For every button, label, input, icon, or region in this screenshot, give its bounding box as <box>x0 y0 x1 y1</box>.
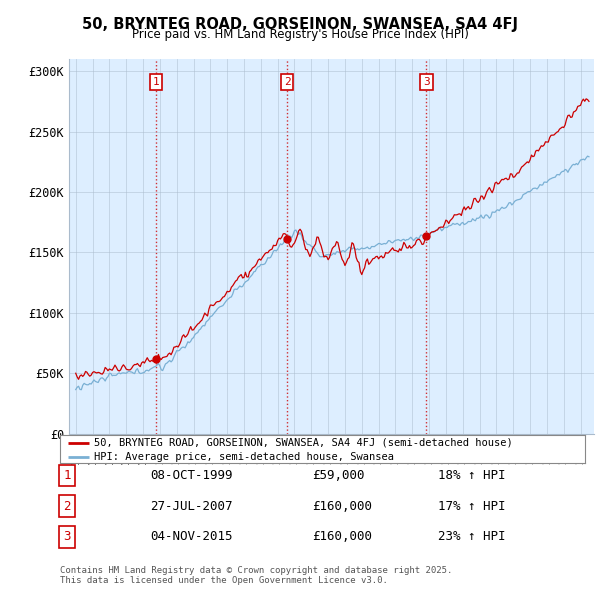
Text: 2: 2 <box>284 77 290 87</box>
Text: 50, BRYNTEG ROAD, GORSEINON, SWANSEA, SA4 4FJ (semi-detached house): 50, BRYNTEG ROAD, GORSEINON, SWANSEA, SA… <box>94 438 513 448</box>
Text: 18% ↑ HPI: 18% ↑ HPI <box>438 469 505 482</box>
Text: 17% ↑ HPI: 17% ↑ HPI <box>438 500 505 513</box>
Text: Contains HM Land Registry data © Crown copyright and database right 2025.
This d: Contains HM Land Registry data © Crown c… <box>60 566 452 585</box>
Text: £160,000: £160,000 <box>312 500 372 513</box>
Text: 3: 3 <box>423 77 430 87</box>
Text: Price paid vs. HM Land Registry's House Price Index (HPI): Price paid vs. HM Land Registry's House … <box>131 28 469 41</box>
Text: 50, BRYNTEG ROAD, GORSEINON, SWANSEA, SA4 4FJ: 50, BRYNTEG ROAD, GORSEINON, SWANSEA, SA… <box>82 17 518 31</box>
Text: 1: 1 <box>64 469 71 482</box>
Text: 2: 2 <box>64 500 71 513</box>
Text: 3: 3 <box>64 530 71 543</box>
Text: £160,000: £160,000 <box>312 530 372 543</box>
Text: HPI: Average price, semi-detached house, Swansea: HPI: Average price, semi-detached house,… <box>94 452 394 462</box>
Text: £59,000: £59,000 <box>312 469 365 482</box>
Text: 1: 1 <box>152 77 160 87</box>
Text: 04-NOV-2015: 04-NOV-2015 <box>150 530 233 543</box>
Text: 08-OCT-1999: 08-OCT-1999 <box>150 469 233 482</box>
Text: 27-JUL-2007: 27-JUL-2007 <box>150 500 233 513</box>
Text: 23% ↑ HPI: 23% ↑ HPI <box>438 530 505 543</box>
